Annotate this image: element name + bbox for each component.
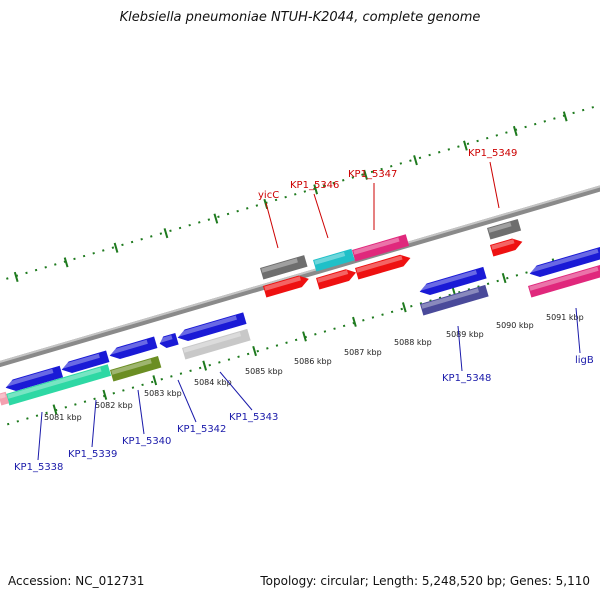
gene-arrow-KP1_5342b[interactable] bbox=[176, 312, 247, 343]
forward-tick bbox=[562, 111, 568, 122]
gene-arrow-KP1_5346-red[interactable] bbox=[316, 267, 358, 290]
gene-arrow-KP1_5339[interactable] bbox=[60, 350, 110, 376]
kbp-tick-label: 5090 kbp bbox=[496, 321, 534, 330]
gene-arrow-KP1_5349[interactable] bbox=[487, 219, 522, 240]
gene-arrow-yicC[interactable] bbox=[260, 255, 308, 280]
kbp-tick-label: 5088 kbp bbox=[394, 338, 432, 347]
accession-text: Accession: NC_012731 bbox=[8, 574, 145, 588]
gene-leader-line bbox=[457, 325, 463, 372]
gene-arrow-KP1_5349-red[interactable] bbox=[490, 236, 524, 257]
gene-arrow-KP1_5348-top[interactable] bbox=[418, 266, 487, 298]
kbp-tick-label: 5082 kbp bbox=[95, 401, 133, 410]
gene-label-KP1_5342[interactable]: KP1_5342 bbox=[177, 424, 226, 435]
gene-arrow-edge[interactable] bbox=[0, 391, 10, 406]
forward-guide-line bbox=[0, 95, 600, 294]
kbp-tick-label: 5085 kbp bbox=[245, 367, 283, 376]
reverse-tick bbox=[401, 302, 407, 313]
kbp-tick-label: 5083 kbp bbox=[144, 389, 182, 398]
forward-tick bbox=[113, 242, 119, 253]
kbp-tick-label: 5084 kbp bbox=[194, 378, 232, 387]
forward-tick bbox=[313, 184, 319, 195]
gene-leader-line bbox=[313, 193, 329, 239]
gene-label-KP1_5343[interactable]: KP1_5343 bbox=[229, 412, 278, 423]
gene-arrow-KP1_5343[interactable] bbox=[182, 328, 251, 360]
reverse-tick bbox=[252, 345, 257, 357]
gene-label-KP1_5349[interactable]: KP1_5349 bbox=[468, 148, 517, 159]
reverse-tick bbox=[202, 360, 208, 371]
gene-label-ligB[interactable]: ligB bbox=[575, 355, 594, 366]
gene-arrow-KP1_5340-rev[interactable] bbox=[108, 336, 158, 362]
gene-label-KP1_5338[interactable]: KP1_5338 bbox=[14, 462, 63, 473]
gene-leader-line bbox=[137, 389, 145, 435]
gene-arrow-KP1_5348[interactable] bbox=[420, 284, 489, 316]
reverse-tick bbox=[102, 389, 108, 400]
reverse-guide-line bbox=[0, 229, 600, 429]
gene-arrow-KP1_5338[interactable] bbox=[6, 364, 112, 406]
gene-label-KP1_5348[interactable]: KP1_5348 bbox=[442, 373, 491, 384]
gene-arrow-KP1_5346[interactable] bbox=[313, 248, 355, 272]
gene-leader-line bbox=[91, 399, 97, 448]
gene-leader-line bbox=[265, 202, 279, 249]
gene-leader-line bbox=[37, 411, 43, 461]
gene-label-KP1_5340[interactable]: KP1_5340 bbox=[122, 436, 171, 447]
gene-arrow-KP1_5340[interactable] bbox=[110, 355, 162, 382]
gene-leader-line bbox=[575, 307, 581, 354]
forward-tick bbox=[13, 271, 19, 283]
forward-tick bbox=[213, 213, 219, 224]
gene-track bbox=[0, 219, 600, 406]
forward-tick bbox=[512, 125, 518, 137]
reverse-tick bbox=[501, 272, 507, 284]
genome-backbone bbox=[0, 170, 600, 373]
kbp-tick-label: 5086 kbp bbox=[294, 357, 332, 366]
gene-leader-line bbox=[219, 371, 253, 411]
gene-arrow-KP1_5347-red[interactable] bbox=[355, 252, 412, 280]
map-title: Klebsiella pneumoniae NTUH-K2044, comple… bbox=[119, 10, 481, 25]
gene-leader-line bbox=[177, 379, 197, 423]
kbp-tick-label: 5081 kbp bbox=[44, 413, 82, 422]
reverse-tick bbox=[152, 375, 158, 386]
gene-label-KP1_5339[interactable]: KP1_5339 bbox=[68, 449, 117, 460]
reverse-tick bbox=[52, 404, 58, 415]
gene-label-yicC[interactable]: yicC bbox=[258, 190, 279, 201]
gene-arrow-yicC-red[interactable] bbox=[263, 273, 311, 298]
forward-tick bbox=[363, 169, 368, 180]
genome-summary-text: Topology: circular; Length: 5,248,520 bp… bbox=[260, 574, 590, 588]
gene-arrow-KP1_5347[interactable] bbox=[352, 234, 410, 262]
gene-labels: KP1_5338 KP1_5339 KP1_5340 KP1_5342KP1_5343… bbox=[14, 148, 594, 473]
kbp-tick-label: 5089 kbp bbox=[446, 330, 484, 339]
reverse-tick bbox=[302, 331, 307, 342]
kbp-tick-label: 5091 kbp bbox=[546, 313, 584, 322]
forward-tick bbox=[63, 257, 69, 268]
gene-arrow-ligB-top[interactable] bbox=[528, 245, 600, 280]
gene-arrow-ligB[interactable] bbox=[528, 263, 600, 298]
gene-arrow-KP1_5342[interactable] bbox=[158, 332, 179, 350]
gene-label-KP1_5346[interactable]: KP1_5346 bbox=[290, 180, 339, 191]
gene-arrow-KP1_5338-rev[interactable] bbox=[4, 365, 64, 394]
gene-label-KP1_5347[interactable]: KP1_5347 bbox=[348, 169, 397, 180]
forward-tick bbox=[413, 155, 418, 166]
forward-tick bbox=[463, 140, 468, 151]
reverse-tick bbox=[352, 316, 357, 327]
kbp-labels: 5081 kbp 5082 kbp 5083 kbp 5084 kbp 5085 kbp… bbox=[44, 313, 584, 422]
forward-tick bbox=[163, 228, 169, 239]
kbp-tick-label: 5087 kbp bbox=[344, 348, 382, 357]
gene-leader-line bbox=[489, 161, 500, 209]
